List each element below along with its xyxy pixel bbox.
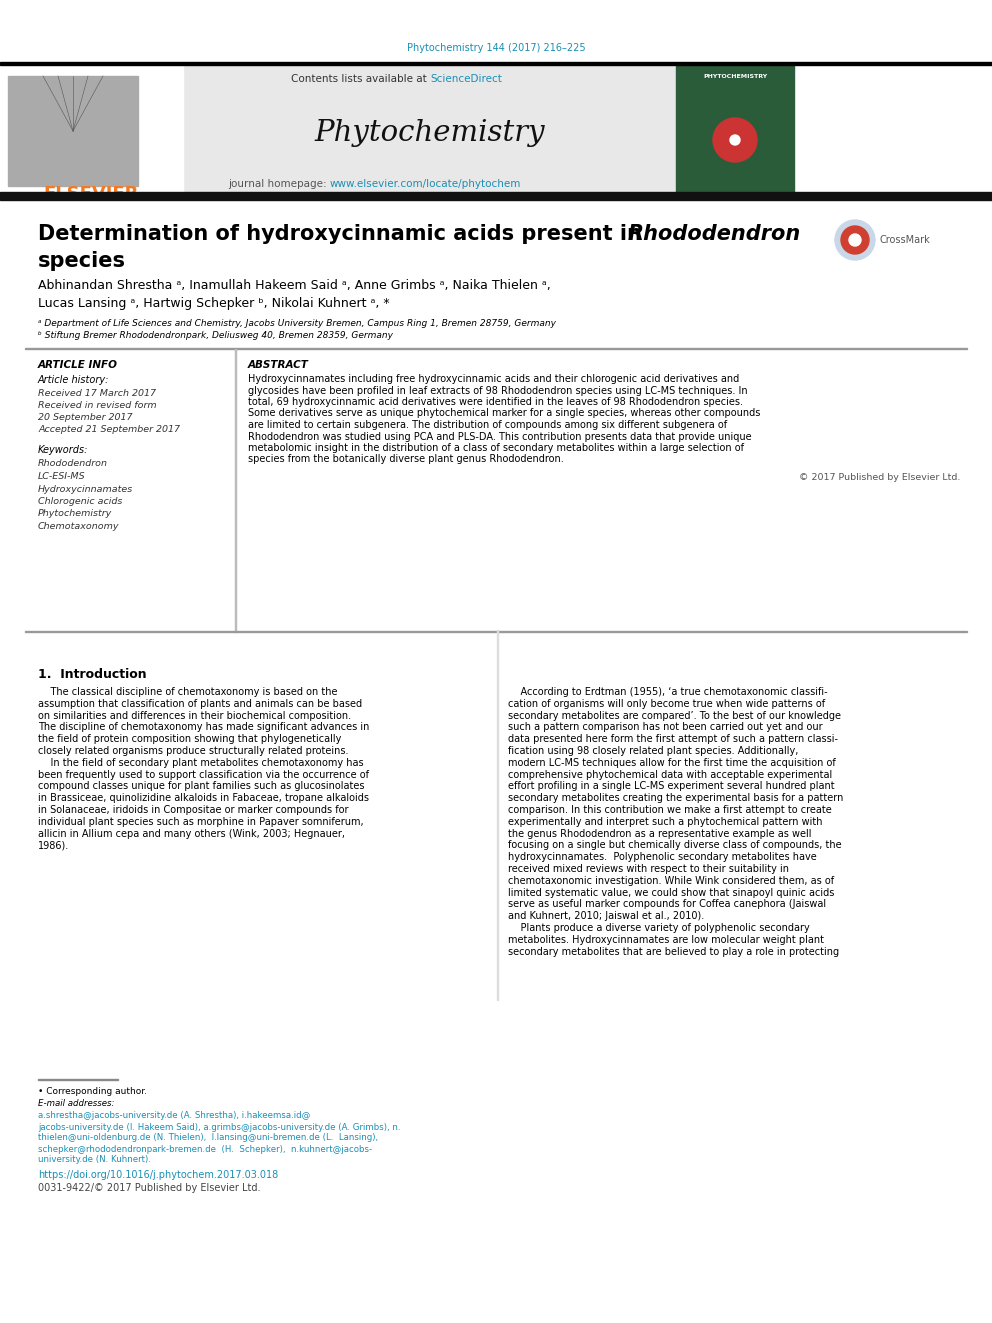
Text: the field of protein composition showing that phylogenetically: the field of protein composition showing… xyxy=(38,734,341,745)
Text: glycosides have been profiled in leaf extracts of 98 Rhododendron species using : glycosides have been profiled in leaf ex… xyxy=(248,385,748,396)
Circle shape xyxy=(835,220,875,261)
Text: total, 69 hydroxycinnamic acid derivatives were identified in the leaves of 98 R: total, 69 hydroxycinnamic acid derivativ… xyxy=(248,397,743,407)
Text: modern LC-MS techniques allow for the first time the acquisition of: modern LC-MS techniques allow for the fi… xyxy=(508,758,835,767)
Text: Received in revised form: Received in revised form xyxy=(38,401,157,410)
Text: serve as useful marker compounds for Coffea canephora (Jaiswal: serve as useful marker compounds for Cof… xyxy=(508,900,826,909)
Text: According to Erdtman (1955), ‘a true chemotaxonomic classifi-: According to Erdtman (1955), ‘a true che… xyxy=(508,687,827,697)
Text: hydroxycinnamates.  Polyphenolic secondary metabolites have: hydroxycinnamates. Polyphenolic secondar… xyxy=(508,852,816,863)
Text: compound classes unique for plant families such as glucosinolates: compound classes unique for plant famili… xyxy=(38,782,364,791)
Bar xyxy=(0,65,183,197)
Text: Chlorogenic acids: Chlorogenic acids xyxy=(38,497,122,505)
Text: ELSEVIER: ELSEVIER xyxy=(44,185,139,202)
Text: PHYTOCHEMISTRY: PHYTOCHEMISTRY xyxy=(703,74,767,79)
Text: Lucas Lansing ᵃ, Hartwig Schepker ᵇ, Nikolai Kuhnert ᵃ, *: Lucas Lansing ᵃ, Hartwig Schepker ᵇ, Nik… xyxy=(38,298,390,311)
Text: the genus Rhododendron as a representative example as well: the genus Rhododendron as a representati… xyxy=(508,828,811,839)
Text: Plants produce a diverse variety of polyphenolic secondary: Plants produce a diverse variety of poly… xyxy=(508,923,809,933)
Text: comparison. In this contribution we make a first attempt to create: comparison. In this contribution we make… xyxy=(508,804,831,815)
Text: secondary metabolites creating the experimental basis for a pattern: secondary metabolites creating the exper… xyxy=(508,794,843,803)
Text: journal homepage:: journal homepage: xyxy=(228,179,330,189)
Text: www.elsevier.com/locate/phytochem: www.elsevier.com/locate/phytochem xyxy=(330,179,522,189)
Circle shape xyxy=(841,226,869,254)
Text: Chemotaxonomy: Chemotaxonomy xyxy=(38,523,119,531)
Text: The discipline of chemotaxonomy has made significant advances in: The discipline of chemotaxonomy has made… xyxy=(38,722,369,733)
Bar xyxy=(8,75,138,187)
Text: allicin in Allium cepa and many others (Wink, 2003; Hegnauer,: allicin in Allium cepa and many others (… xyxy=(38,828,345,839)
Text: Phytochemistry: Phytochemistry xyxy=(314,119,546,147)
Text: secondary metabolites are compared’. To the best of our knowledge: secondary metabolites are compared’. To … xyxy=(508,710,841,721)
Text: fication using 98 closely related plant species. Additionally,: fication using 98 closely related plant … xyxy=(508,746,799,755)
Text: limited systematic value, we could show that sinapoyl quinic acids: limited systematic value, we could show … xyxy=(508,888,834,897)
Text: 1.  Introduction: 1. Introduction xyxy=(38,668,147,680)
Text: in Solanaceae, iridoids in Compositae or marker compounds for: in Solanaceae, iridoids in Compositae or… xyxy=(38,804,348,815)
Text: such a pattern comparison has not been carried out yet and our: such a pattern comparison has not been c… xyxy=(508,722,822,733)
Text: Rhododendron: Rhododendron xyxy=(628,224,802,243)
Text: comprehensive phytochemical data with acceptable experimental: comprehensive phytochemical data with ac… xyxy=(508,770,832,779)
Text: metabolites. Hydroxycinnamates are low molecular weight plant: metabolites. Hydroxycinnamates are low m… xyxy=(508,935,824,945)
Text: Hydroxycinnamates: Hydroxycinnamates xyxy=(38,484,133,493)
Bar xyxy=(0,192,992,200)
Text: https://doi.org/10.1016/j.phytochem.2017.03.018: https://doi.org/10.1016/j.phytochem.2017… xyxy=(38,1170,278,1180)
Bar xyxy=(0,62,992,65)
Text: been frequently used to support classification via the occurrence of: been frequently used to support classifi… xyxy=(38,770,369,779)
Text: Rhododendron: Rhododendron xyxy=(38,459,108,468)
Text: individual plant species such as morphine in Papaver somniferum,: individual plant species such as morphin… xyxy=(38,816,364,827)
Text: E-mail addresses:: E-mail addresses: xyxy=(38,1099,117,1109)
Text: Rhododendron was studied using PCA and PLS-DA. This contribution presents data t: Rhododendron was studied using PCA and P… xyxy=(248,431,752,442)
Text: university.de (N. Kuhnert).: university.de (N. Kuhnert). xyxy=(38,1155,151,1164)
Text: assumption that classification of plants and animals can be based: assumption that classification of plants… xyxy=(38,699,362,709)
Text: ARTICLE INFO: ARTICLE INFO xyxy=(38,360,118,370)
Text: a.shrestha@jacobs-university.de (A. Shrestha), i.hakeemsa.id@: a.shrestha@jacobs-university.de (A. Shre… xyxy=(38,1111,310,1121)
Text: and Kuhnert, 2010; Jaiswal et al., 2010).: and Kuhnert, 2010; Jaiswal et al., 2010)… xyxy=(508,912,704,921)
Text: experimentally and interpret such a phytochemical pattern with: experimentally and interpret such a phyt… xyxy=(508,816,822,827)
Text: focusing on a single but chemically diverse class of compounds, the: focusing on a single but chemically dive… xyxy=(508,840,841,851)
Bar xyxy=(183,65,676,197)
Text: cation of organisms will only become true when wide patterns of: cation of organisms will only become tru… xyxy=(508,699,825,709)
Text: Determination of hydroxycinnamic acids present in: Determination of hydroxycinnamic acids p… xyxy=(38,224,649,243)
Text: The classical discipline of chemotaxonomy is based on the: The classical discipline of chemotaxonom… xyxy=(38,687,337,697)
Text: Phytochemistry: Phytochemistry xyxy=(38,509,112,519)
Text: Phytochemistry 144 (2017) 216–225: Phytochemistry 144 (2017) 216–225 xyxy=(407,44,585,53)
Text: In the field of secondary plant metabolites chemotaxonomy has: In the field of secondary plant metaboli… xyxy=(38,758,364,767)
Text: Accepted 21 September 2017: Accepted 21 September 2017 xyxy=(38,426,180,434)
Text: schepker@rhododendronpark-bremen.de  (H.  Schepker),  n.kuhnert@jacobs-: schepker@rhododendronpark-bremen.de (H. … xyxy=(38,1144,372,1154)
Text: are limited to certain subgenera. The distribution of compounds among six differ: are limited to certain subgenera. The di… xyxy=(248,419,727,430)
Circle shape xyxy=(849,234,861,246)
Text: closely related organisms produce structurally related proteins.: closely related organisms produce struct… xyxy=(38,746,348,755)
Text: Hydroxycinnamates including free hydroxycinnamic acids and their chlorogenic aci: Hydroxycinnamates including free hydroxy… xyxy=(248,374,739,384)
Text: 1986).: 1986). xyxy=(38,840,69,851)
Text: 20 September 2017: 20 September 2017 xyxy=(38,414,133,422)
Text: ABSTRACT: ABSTRACT xyxy=(248,360,309,370)
Text: species from the botanically diverse plant genus Rhododendron.: species from the botanically diverse pla… xyxy=(248,455,563,464)
Text: CrossMark: CrossMark xyxy=(879,235,930,245)
Text: 0031-9422/© 2017 Published by Elsevier Ltd.: 0031-9422/© 2017 Published by Elsevier L… xyxy=(38,1183,261,1193)
Text: • Corresponding author.: • Corresponding author. xyxy=(38,1088,147,1097)
Text: Contents lists available at: Contents lists available at xyxy=(291,74,430,83)
Text: chemotaxonomic investigation. While Wink considered them, as of: chemotaxonomic investigation. While Wink… xyxy=(508,876,834,886)
Text: received mixed reviews with respect to their suitability in: received mixed reviews with respect to t… xyxy=(508,864,789,875)
Text: thielen@uni-oldenburg.de (N. Thielen),  l.lansing@uni-bremen.de (L.  Lansing),: thielen@uni-oldenburg.de (N. Thielen), l… xyxy=(38,1134,378,1143)
Text: metabolomic insight in the distribution of a class of secondary metabolites with: metabolomic insight in the distribution … xyxy=(248,443,744,452)
Text: Received 17 March 2017: Received 17 March 2017 xyxy=(38,389,156,397)
Text: effort profiling in a single LC-MS experiment several hundred plant: effort profiling in a single LC-MS exper… xyxy=(508,782,834,791)
Circle shape xyxy=(730,135,740,146)
Bar xyxy=(676,65,794,197)
Circle shape xyxy=(713,118,757,161)
Text: data presented here form the first attempt of such a pattern classi-: data presented here form the first attem… xyxy=(508,734,838,745)
Text: species: species xyxy=(38,251,126,271)
Text: on similarities and differences in their biochemical composition.: on similarities and differences in their… xyxy=(38,710,351,721)
Text: in Brassiceae, quinolizidine alkaloids in Fabaceae, tropane alkaloids: in Brassiceae, quinolizidine alkaloids i… xyxy=(38,794,369,803)
Text: secondary metabolites that are believed to play a role in protecting: secondary metabolites that are believed … xyxy=(508,946,839,957)
Text: ᵇ Stiftung Bremer Rhododendronpark, Deliusweg 40, Bremen 28359, Germany: ᵇ Stiftung Bremer Rhododendronpark, Deli… xyxy=(38,332,393,340)
Text: Keywords:: Keywords: xyxy=(38,445,88,455)
Text: jacobs-university.de (I. Hakeem Said), a.grimbs@jacobs-university.de (A. Grimbs): jacobs-university.de (I. Hakeem Said), a… xyxy=(38,1122,401,1131)
Text: ᵃ Department of Life Sciences and Chemistry, Jacobs University Bremen, Campus Ri: ᵃ Department of Life Sciences and Chemis… xyxy=(38,319,556,328)
Text: Article history:: Article history: xyxy=(38,374,109,385)
Text: ScienceDirect: ScienceDirect xyxy=(430,74,502,83)
Text: © 2017 Published by Elsevier Ltd.: © 2017 Published by Elsevier Ltd. xyxy=(799,472,960,482)
Text: Abhinandan Shrestha ᵃ, Inamullah Hakeem Said ᵃ, Anne Grimbs ᵃ, Naika Thielen ᵃ,: Abhinandan Shrestha ᵃ, Inamullah Hakeem … xyxy=(38,279,551,292)
Text: Some derivatives serve as unique phytochemical marker for a single species, wher: Some derivatives serve as unique phytoch… xyxy=(248,409,761,418)
Text: LC-ESI-MS: LC-ESI-MS xyxy=(38,472,85,482)
